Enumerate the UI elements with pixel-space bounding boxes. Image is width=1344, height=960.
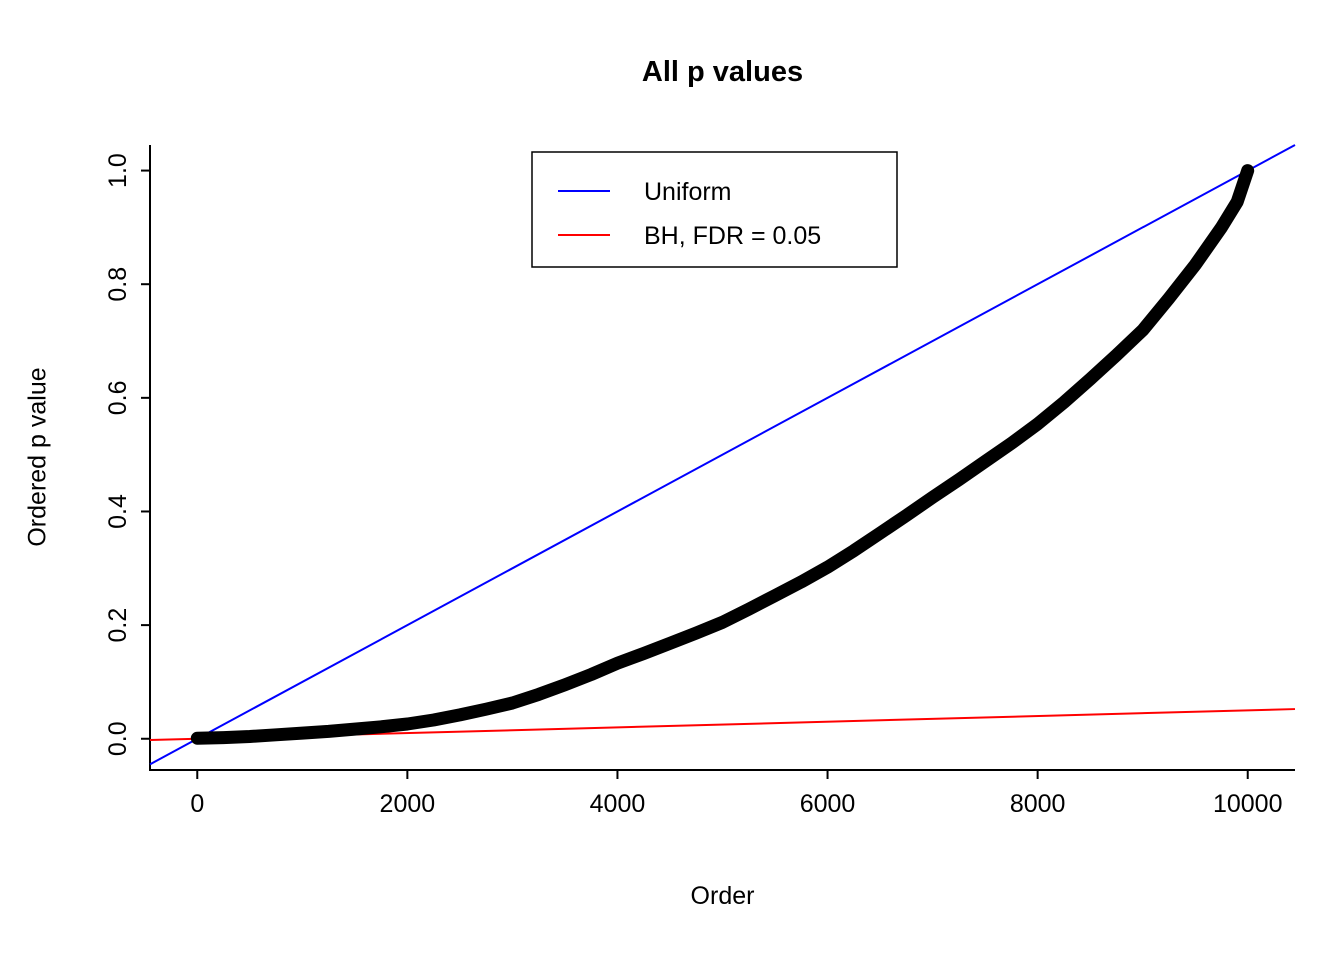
y-tick-label: 0.4 <box>104 494 132 529</box>
x-tick-label: 10000 <box>1213 790 1283 818</box>
y-tick-label: 0.8 <box>104 267 132 302</box>
y-tick-label: 1.0 <box>104 153 132 188</box>
y-tick-label: 0.6 <box>104 380 132 415</box>
x-tick-label: 0 <box>190 790 204 818</box>
axis-lines <box>149 145 1295 771</box>
ordered-p-values-curve <box>190 164 1255 745</box>
chart-title: All p values <box>641 56 804 88</box>
x-axis-title: Order <box>690 882 755 910</box>
x-tick-label: 4000 <box>590 790 646 818</box>
x-tick-label: 8000 <box>1010 790 1066 818</box>
x-tick-label: 6000 <box>800 790 856 818</box>
x-tick-label: 2000 <box>380 790 436 818</box>
legend-label: Uniform <box>644 178 732 206</box>
legend-label: BH, FDR = 0.05 <box>644 222 821 250</box>
legend-box <box>531 151 898 268</box>
y-tick-label: 0.2 <box>104 608 132 643</box>
y-tick-label: 0.0 <box>104 721 132 756</box>
uniform-line <box>149 144 1296 766</box>
